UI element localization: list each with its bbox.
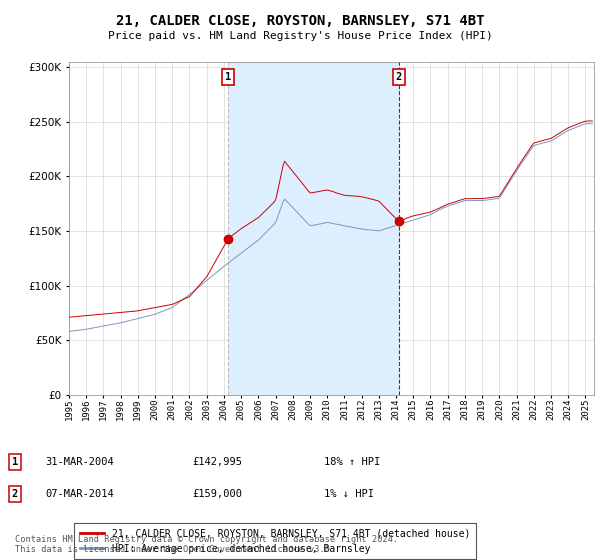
Text: 31-MAR-2004: 31-MAR-2004 — [45, 457, 114, 467]
Text: 21, CALDER CLOSE, ROYSTON, BARNSLEY, S71 4BT: 21, CALDER CLOSE, ROYSTON, BARNSLEY, S71… — [116, 14, 484, 28]
Text: 2: 2 — [396, 72, 402, 82]
Text: 2: 2 — [12, 489, 18, 499]
Text: Contains HM Land Registry data © Crown copyright and database right 2024.
This d: Contains HM Land Registry data © Crown c… — [15, 535, 398, 554]
Text: 1% ↓ HPI: 1% ↓ HPI — [324, 489, 374, 499]
Text: £142,995: £142,995 — [192, 457, 242, 467]
Text: 18% ↑ HPI: 18% ↑ HPI — [324, 457, 380, 467]
Legend: 21, CALDER CLOSE, ROYSTON, BARNSLEY, S71 4BT (detached house), HPI: Average pric: 21, CALDER CLOSE, ROYSTON, BARNSLEY, S71… — [74, 523, 476, 559]
Text: 07-MAR-2014: 07-MAR-2014 — [45, 489, 114, 499]
Text: 1: 1 — [12, 457, 18, 467]
Text: Price paid vs. HM Land Registry's House Price Index (HPI): Price paid vs. HM Land Registry's House … — [107, 31, 493, 41]
Text: £159,000: £159,000 — [192, 489, 242, 499]
Text: 1: 1 — [225, 72, 232, 82]
